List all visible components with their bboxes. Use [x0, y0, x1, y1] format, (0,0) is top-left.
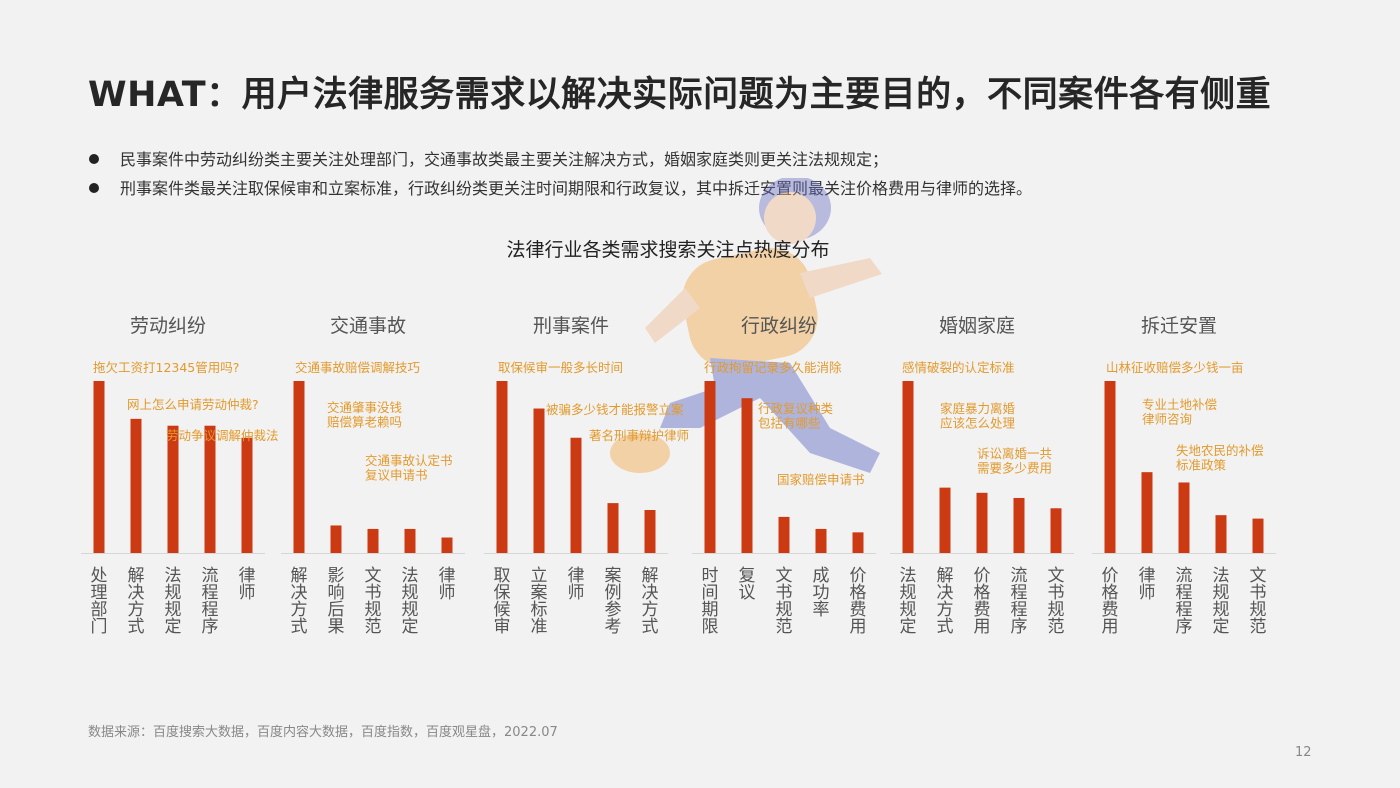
- category-label: 处理部门: [91, 566, 108, 637]
- bar: [330, 525, 342, 553]
- category-label: 立案标准: [531, 566, 548, 637]
- page-number: 12: [1295, 745, 1312, 760]
- category-label: 文书规范: [365, 566, 382, 637]
- bar: [1013, 497, 1025, 553]
- bar: [93, 381, 105, 553]
- bar: [533, 408, 545, 553]
- annotation-label: 拖欠工资打12345管用吗?: [93, 360, 239, 375]
- annotation-label: 取保候审一般多长时间: [498, 360, 623, 375]
- annotation-label: 家庭暴力离婚应该怎么处理: [940, 401, 1016, 431]
- summary-bullets: 民事案件中劳动纠纷类主要关注处理部门，交通事故类最主要关注解决方式，婚姻家庭类则…: [88, 145, 1032, 203]
- category-label: 复议: [739, 566, 756, 603]
- category-label: 律师: [568, 566, 585, 603]
- bar: [1215, 515, 1227, 553]
- annotation-label: 山林征收赔偿多少钱一亩: [1106, 360, 1244, 375]
- bar: [1050, 508, 1062, 553]
- bullet-item: 民事案件中劳动纠纷类主要关注处理部门，交通事故类最主要关注解决方式，婚姻家庭类则…: [88, 145, 1032, 174]
- bar: [367, 528, 379, 553]
- page-title: WHAT：用户法律服务需求以解决实际问题为主要目的，不同案件各有侧重: [88, 75, 1272, 115]
- bar: [1178, 482, 1190, 553]
- category-label: 律师: [1139, 566, 1156, 603]
- annotation-label: 行政拘留记录多久能消除: [704, 360, 842, 375]
- category-label: 影响后果: [328, 566, 345, 637]
- bar: [441, 537, 453, 553]
- annotation-label: 国家赔偿申请书: [777, 472, 865, 487]
- bullet-text: 刑事案件类最关注取保候审和立案标准，行政纠纷类更关注时间期限和行政复议，其中拆迁…: [120, 179, 1033, 198]
- group-title: 拆迁安置: [1141, 315, 1217, 337]
- bar: [204, 425, 216, 553]
- bar: [570, 437, 582, 553]
- bar: [976, 492, 988, 553]
- chart-title: 法律行业各类需求搜索关注点热度分布: [506, 239, 830, 261]
- category-label: 文书规范: [1048, 566, 1065, 637]
- bar: [644, 510, 656, 553]
- bar: [852, 532, 864, 553]
- category-label: 时间期限: [702, 566, 719, 637]
- category-label: 成功率: [813, 566, 830, 620]
- category-label: 文书规范: [1250, 566, 1267, 637]
- category-label: 价格费用: [850, 566, 867, 637]
- bar: [130, 418, 142, 553]
- annotation-label: 著名刑事辩护律师: [589, 428, 689, 443]
- bar: [241, 437, 253, 553]
- bar: [1104, 381, 1116, 553]
- group-title: 婚姻家庭: [939, 315, 1015, 337]
- bar: [704, 381, 716, 553]
- category-label: 律师: [239, 566, 256, 603]
- bar: [607, 503, 619, 553]
- annotation-label: 被骗多少钱才能报警立案: [546, 402, 684, 417]
- annotation-label: 失地农民的补偿标准政策: [1176, 443, 1264, 473]
- bullet-dot-icon: [89, 154, 99, 164]
- category-label: 法规规定: [1213, 566, 1230, 637]
- annotation-label: 劳动争议调解仲裁法: [166, 428, 279, 443]
- group-title: 行政纠纷: [741, 315, 817, 337]
- annotation-label: 网上怎么申请劳动仲裁?: [127, 397, 259, 412]
- category-label: 价格费用: [1102, 566, 1119, 637]
- bullet-text: 民事案件中劳动纠纷类主要关注处理部门，交通事故类最主要关注解决方式，婚姻家庭类则…: [120, 150, 889, 169]
- category-label: 解决方式: [128, 566, 145, 637]
- annotation-label: 交通事故认定书复议申请书: [365, 453, 453, 483]
- bar: [1141, 472, 1153, 553]
- bar: [1252, 518, 1264, 553]
- bar: [167, 425, 179, 553]
- bar: [815, 528, 827, 553]
- category-label: 取保候审: [494, 566, 511, 637]
- annotation-label: 诉讼离婚一共需要多少费用: [977, 446, 1052, 476]
- bar: [902, 381, 914, 553]
- category-label: 律师: [439, 566, 456, 603]
- category-label: 法规规定: [165, 566, 182, 637]
- category-label: 流程程序: [1011, 566, 1028, 637]
- category-label: 解决方式: [937, 566, 954, 637]
- bullet-dot-icon: [89, 183, 99, 193]
- annotation-label: 交通事故赔偿调解技巧: [295, 360, 420, 375]
- annotation-label: 交通肇事没钱赔偿算老赖吗: [327, 400, 402, 430]
- category-label: 文书规范: [776, 566, 793, 637]
- bar: [939, 487, 951, 553]
- category-label: 流程程序: [202, 566, 219, 637]
- bar: [404, 528, 416, 553]
- category-label: 案例参考: [605, 566, 622, 637]
- category-label: 法规规定: [402, 566, 419, 637]
- group-title: 刑事案件: [533, 315, 609, 337]
- running-person-illustration: [610, 178, 882, 473]
- bullet-item: 刑事案件类最关注取保候审和立案标准，行政纠纷类更关注时间期限和行政复议，其中拆迁…: [88, 174, 1032, 203]
- category-label: 流程程序: [1176, 566, 1193, 637]
- bar: [293, 381, 305, 553]
- data-source: 数据来源：百度搜索大数据，百度内容大数据，百度指数，百度观星盘，2022.07: [88, 725, 558, 740]
- category-label: 法规规定: [900, 566, 917, 637]
- group-title: 交通事故: [330, 315, 406, 337]
- category-label: 解决方式: [642, 566, 659, 637]
- annotation-label: 感情破裂的认定标准: [902, 360, 1015, 375]
- bar: [741, 398, 753, 553]
- category-label: 解决方式: [291, 566, 308, 637]
- annotation-label: 专业土地补偿律师咨询: [1142, 397, 1217, 427]
- category-label: 价格费用: [974, 566, 991, 637]
- bar: [778, 516, 790, 553]
- annotation-label: 行政复议种类包括有哪些: [758, 401, 834, 431]
- group-title: 劳动纠纷: [130, 315, 206, 337]
- bar: [496, 381, 508, 553]
